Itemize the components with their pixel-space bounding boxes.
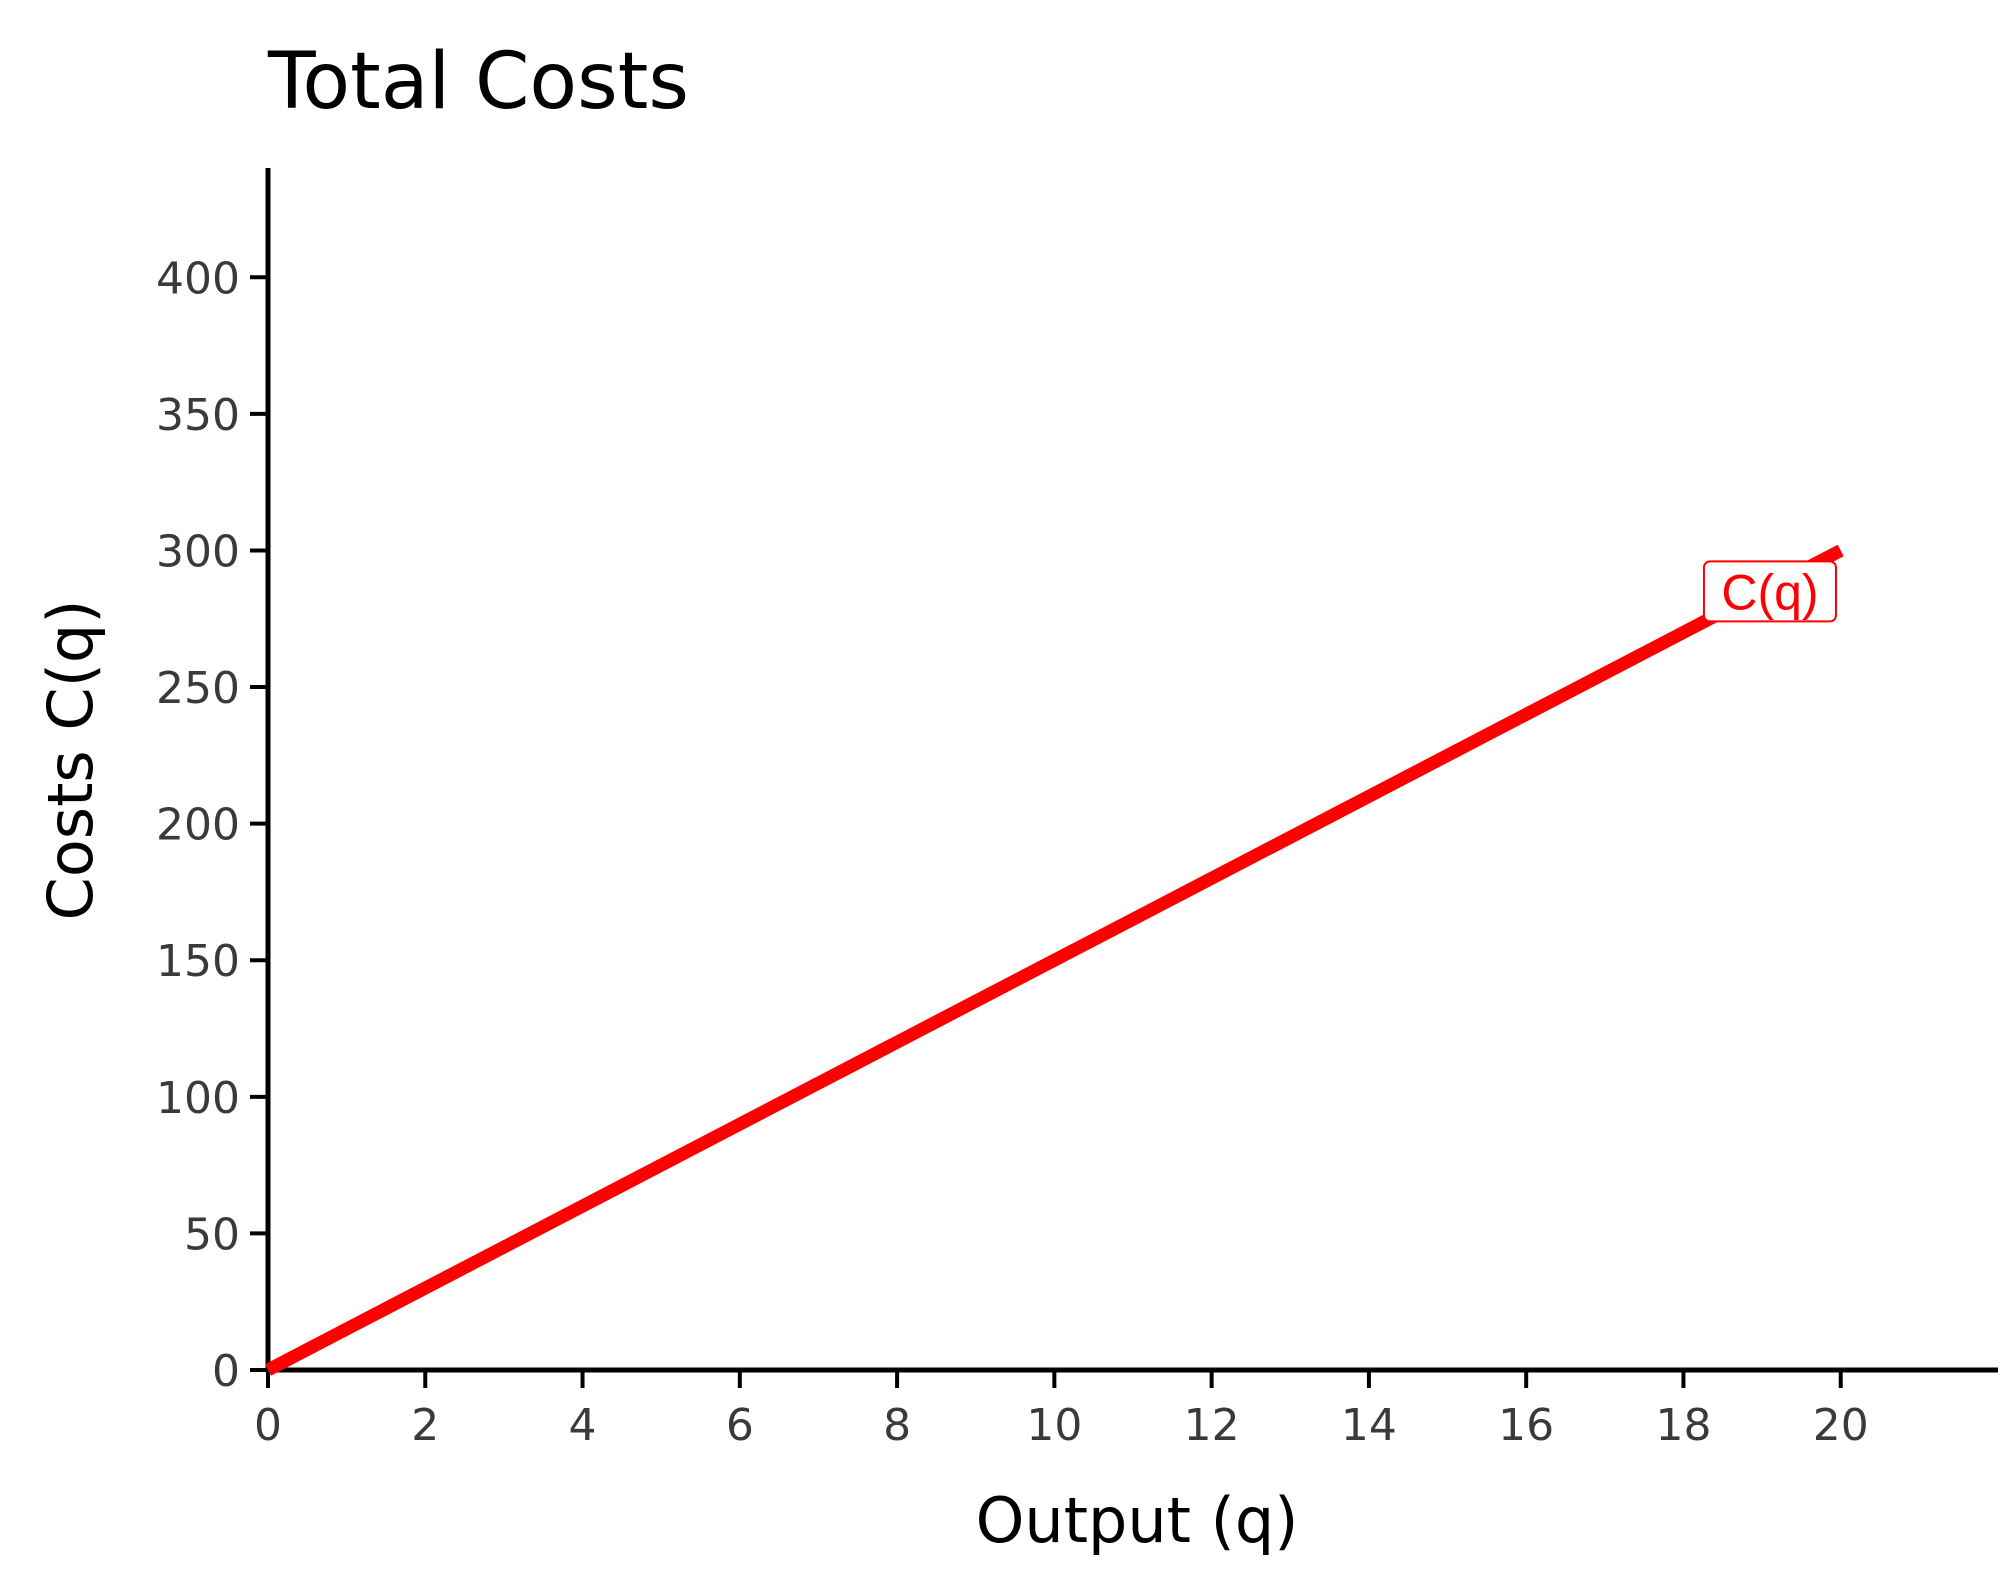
annotation-layer: C(q): [1702, 560, 1837, 623]
series-line-cq: [264, 544, 1844, 1376]
y-tick-label: 250: [156, 663, 240, 714]
y-tick-label: 50: [184, 1209, 240, 1260]
curve-label-cq: C(q): [1721, 564, 1818, 620]
y-axis-ticks: 0 50 100 150 200 250 300 350 400: [156, 253, 268, 1397]
series-layer: [264, 544, 1844, 1376]
x-tick-label: 2: [411, 1400, 439, 1451]
y-tick-label: 150: [156, 936, 240, 987]
x-axis-ticks: 0 2 4 6 8 10 12 14 16 18 20: [254, 1370, 1869, 1451]
x-tick-label: 16: [1498, 1400, 1554, 1451]
x-tick-label: 0: [254, 1400, 282, 1451]
x-axis-title: Output (q): [976, 1484, 1299, 1557]
x-tick-label: 6: [726, 1400, 754, 1451]
x-tick-label: 12: [1184, 1400, 1240, 1451]
y-tick-label: 200: [156, 800, 240, 851]
y-tick-label: 100: [156, 1073, 240, 1124]
y-tick-label: 400: [156, 253, 240, 304]
x-tick-label: 4: [569, 1400, 597, 1451]
y-tick-label: 300: [156, 526, 240, 577]
x-tick-label: 14: [1341, 1400, 1397, 1451]
curve-label-box: [1702, 560, 1837, 623]
x-tick-label: 10: [1026, 1400, 1082, 1451]
y-tick-label: 0: [212, 1346, 240, 1397]
x-tick-label: 18: [1655, 1400, 1711, 1451]
y-tick-label: 350: [156, 390, 240, 441]
x-tick-label: 8: [883, 1400, 911, 1451]
chart-title: Total Costs: [267, 37, 689, 127]
y-axis-title: Costs C(q): [34, 600, 107, 921]
x-tick-label: 20: [1813, 1400, 1869, 1451]
